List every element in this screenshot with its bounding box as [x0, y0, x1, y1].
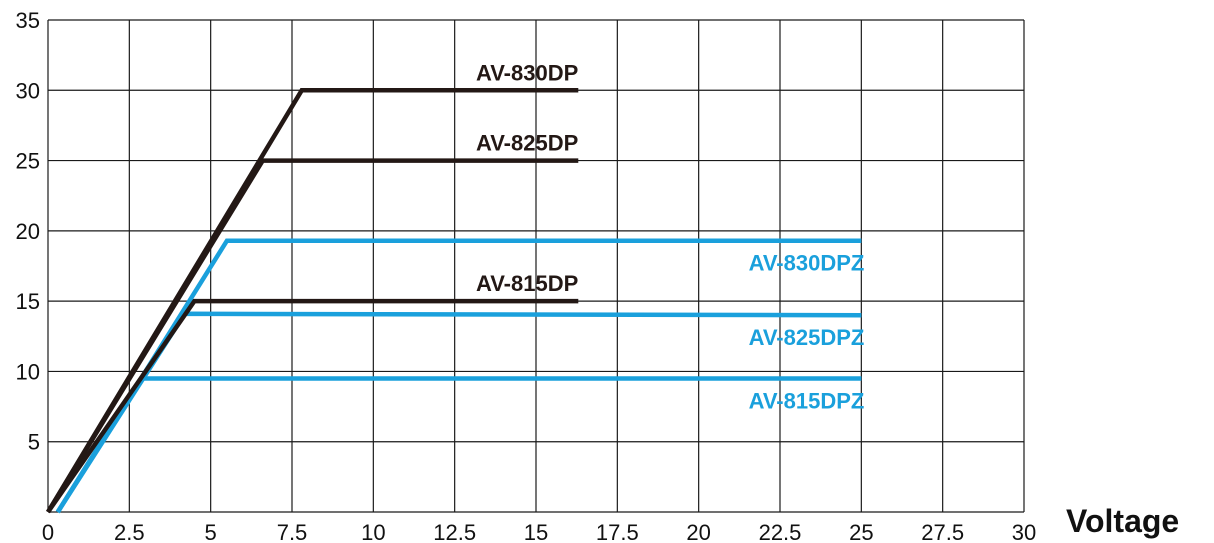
series-label-av-825dp: AV-825DP — [476, 131, 578, 156]
series-lines — [46, 88, 862, 514]
y-tick-label: 20 — [16, 219, 40, 244]
x-tick-label: 25 — [849, 520, 873, 543]
series-label-av-825dpz: AV-825DPZ — [749, 325, 865, 350]
series-label-av-830dpz: AV-830DPZ — [749, 251, 865, 276]
series-line-av-815dpz — [55, 376, 862, 514]
x-tick-label: 0 — [42, 520, 54, 543]
series-line-av-825dpz — [55, 311, 862, 514]
x-tick-label: 22.5 — [759, 520, 802, 543]
x-tick-label: 15 — [524, 520, 548, 543]
series-label-av-830dp: AV-830DP — [476, 60, 578, 85]
x-tick-label: 27.5 — [921, 520, 964, 543]
x-tick-label: 5 — [205, 520, 217, 543]
y-tick-label: 30 — [16, 78, 40, 103]
series-labels: AV-830DP AV-825DP AV-815DP AV-830DPZ AV-825D… — [476, 60, 864, 413]
y-tick-label: 10 — [16, 359, 40, 384]
y-tick-label: 25 — [16, 149, 40, 174]
x-tick-label: 2.5 — [114, 520, 145, 543]
y-tick-label: 15 — [16, 289, 40, 314]
x-tick-label: 17.5 — [596, 520, 639, 543]
x-tick-label: 30 — [1012, 520, 1036, 543]
x-tick-label: 20 — [686, 520, 710, 543]
y-tick-label: 35 — [16, 8, 40, 33]
x-tick-label: 7.5 — [277, 520, 308, 543]
series-line-av-825dp — [46, 158, 579, 514]
x-axis-label: Voltage — [1066, 503, 1179, 539]
y-tick-label: 5 — [28, 430, 40, 455]
x-tick-label: 12.5 — [433, 520, 476, 543]
series-line-av-815dp — [46, 298, 579, 514]
x-tick-label: 10 — [361, 520, 385, 543]
series-label-av-815dp: AV-815DP — [476, 271, 578, 296]
series-label-av-815dpz: AV-815DPZ — [749, 388, 865, 413]
y-axis-ticks: 35 30 25 20 15 10 5 — [16, 8, 40, 455]
x-axis-ticks: 0 2.5 5 7.5 10 12.5 15 17.5 20 22.5 25 27.5 30 — [42, 520, 1036, 543]
